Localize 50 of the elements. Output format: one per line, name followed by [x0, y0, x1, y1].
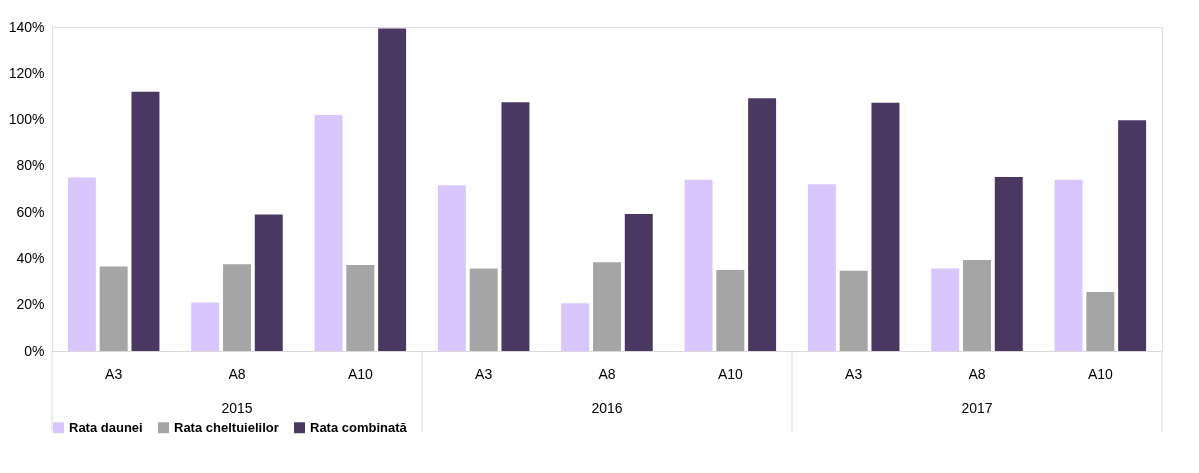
bar [561, 303, 590, 351]
x-tick-label: A8 [228, 365, 246, 382]
y-tick-label: 60% [16, 203, 45, 220]
bar [378, 28, 407, 351]
bar [131, 91, 160, 351]
bar [593, 262, 621, 351]
bar [223, 264, 251, 351]
bar [254, 214, 283, 351]
x-tick-label: A10 [347, 365, 373, 382]
legend-label: Rata daunei [69, 419, 143, 435]
bar [67, 177, 96, 351]
bar [931, 268, 960, 351]
y-tick-label: 0% [24, 342, 45, 359]
legend-label: Rata combinată [310, 419, 408, 435]
x-tick-label: A3 [105, 365, 123, 382]
bar [99, 266, 128, 351]
bar [1086, 291, 1115, 351]
bar [994, 176, 1023, 351]
bar [716, 270, 745, 351]
text: 2017 [961, 400, 993, 416]
y-tick-label: 120% [8, 64, 45, 81]
bar [839, 270, 868, 351]
x-tick-label: A10 [717, 365, 743, 382]
bar [314, 114, 343, 351]
bar [1054, 179, 1083, 351]
text: 2015 [221, 400, 253, 416]
bar [501, 102, 530, 351]
y-tick-label: 100% [8, 111, 45, 128]
bar [871, 102, 900, 351]
x-tick-label: A8 [968, 365, 986, 382]
text: 2016 [591, 400, 623, 416]
x-tick-label: A3 [475, 365, 493, 382]
bar [624, 213, 653, 351]
x-tick-label: A3 [845, 365, 863, 382]
y-tick-label: 40% [16, 249, 45, 266]
bar [437, 185, 466, 351]
bar [1118, 120, 1147, 351]
bar [963, 260, 991, 351]
x-tick-label: A10 [1087, 365, 1113, 382]
y-tick-label: 140% [8, 18, 45, 35]
bar [191, 302, 220, 351]
bar [807, 184, 836, 351]
legend-label: Rata cheltuielilor [174, 419, 279, 435]
bar [748, 98, 777, 351]
bar [469, 268, 498, 351]
y-tick-label: 80% [16, 157, 45, 174]
bar [684, 179, 713, 351]
bar [346, 264, 375, 351]
y-tick-label: 20% [16, 296, 45, 313]
x-tick-label: A8 [598, 365, 616, 382]
